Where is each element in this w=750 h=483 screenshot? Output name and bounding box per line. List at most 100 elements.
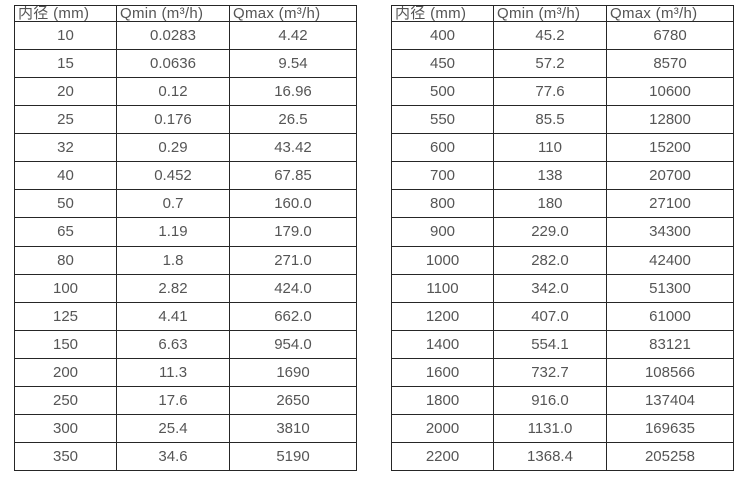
table-row: 200 11.3 1690 (14, 357, 357, 387)
cell: 1000 (391, 245, 494, 275)
table-row: 100 2.82 424.0 (14, 273, 357, 303)
table-row: 2200 1368.4 205258 (391, 441, 734, 472)
cell: 80 (14, 245, 117, 275)
cell: 300 (14, 413, 117, 443)
table-row: 300 25.4 3810 (14, 413, 357, 443)
table-row: 550 85.5 12800 (391, 105, 734, 135)
cell: 138 (493, 161, 607, 191)
column-header: Qmin (m³/h) (493, 5, 607, 22)
cell: 32 (14, 133, 117, 163)
cell: 85.5 (493, 105, 607, 135)
cell: 1400 (391, 329, 494, 359)
cell: 916.0 (493, 385, 607, 415)
cell: 42400 (606, 245, 734, 275)
cell: 2.82 (116, 273, 230, 303)
table-row: 40 0.452 67.85 (14, 161, 357, 191)
cell: 34300 (606, 217, 734, 247)
header-row: 内径 (mm) Qmin (m³/h) Qmax (m³/h) (14, 5, 357, 22)
cell: 108566 (606, 357, 734, 387)
cell: 15200 (606, 133, 734, 163)
cell: 0.0636 (116, 49, 230, 79)
cell: 1200 (391, 301, 494, 331)
cell: 0.7 (116, 189, 230, 219)
cell: 554.1 (493, 329, 607, 359)
cell: 500 (391, 77, 494, 107)
cell: 12800 (606, 105, 734, 135)
cell: 205258 (606, 441, 734, 472)
table-row: 20 0.12 16.96 (14, 77, 357, 107)
cell: 50 (14, 189, 117, 219)
cell: 34.6 (116, 441, 230, 472)
cell: 45.2 (493, 20, 607, 51)
cell: 800 (391, 189, 494, 219)
cell: 0.12 (116, 77, 230, 107)
cell: 11.3 (116, 357, 230, 387)
cell: 100 (14, 273, 117, 303)
table-row: 1400 554.1 83121 (391, 329, 734, 359)
table-row: 150 6.63 954.0 (14, 329, 357, 359)
cell: 350 (14, 441, 117, 472)
cell: 342.0 (493, 273, 607, 303)
cell: 25.4 (116, 413, 230, 443)
cell: 77.6 (493, 77, 607, 107)
table-row: 500 77.6 10600 (391, 77, 734, 107)
cell: 450 (391, 49, 494, 79)
cell: 2000 (391, 413, 494, 443)
cell: 271.0 (229, 245, 357, 275)
table-row: 450 57.2 8570 (391, 49, 734, 79)
table-row: 125 4.41 662.0 (14, 301, 357, 331)
cell: 150 (14, 329, 117, 359)
table-row: 700 138 20700 (391, 161, 734, 191)
cell: 200 (14, 357, 117, 387)
cell: 900 (391, 217, 494, 247)
column-header: Qmax (m³/h) (229, 5, 357, 22)
cell: 1600 (391, 357, 494, 387)
cell: 282.0 (493, 245, 607, 275)
cell: 17.6 (116, 385, 230, 415)
cell: 2200 (391, 441, 494, 472)
table-row: 1200 407.0 61000 (391, 301, 734, 331)
cell: 0.0283 (116, 20, 230, 51)
cell: 5190 (229, 441, 357, 472)
cell: 20 (14, 77, 117, 107)
cell: 40 (14, 161, 117, 191)
cell: 954.0 (229, 329, 357, 359)
cell: 662.0 (229, 301, 357, 331)
table-row: 65 1.19 179.0 (14, 217, 357, 247)
cell: 67.85 (229, 161, 357, 191)
cell: 65 (14, 217, 117, 247)
cell: 137404 (606, 385, 734, 415)
table-row: 50 0.7 160.0 (14, 189, 357, 219)
cell: 20700 (606, 161, 734, 191)
cell: 229.0 (493, 217, 607, 247)
header-row: 内径 (mm) Qmin (m³/h) Qmax (m³/h) (391, 5, 734, 22)
cell: 26.5 (229, 105, 357, 135)
cell: 550 (391, 105, 494, 135)
cell: 0.452 (116, 161, 230, 191)
flow-spec-table-large-diameters: 内径 (mm) Qmin (m³/h) Qmax (m³/h) 400 45.2 678… (391, 5, 734, 472)
cell: 27100 (606, 189, 734, 219)
cell: 179.0 (229, 217, 357, 247)
cell: 0.176 (116, 105, 230, 135)
cell: 15 (14, 49, 117, 79)
table-row: 25 0.176 26.5 (14, 105, 357, 135)
column-header: 内径 (mm) (391, 5, 494, 22)
cell: 61000 (606, 301, 734, 331)
column-header: Qmax (m³/h) (606, 5, 734, 22)
cell: 424.0 (229, 273, 357, 303)
cell: 250 (14, 385, 117, 415)
table-row: 15 0.0636 9.54 (14, 49, 357, 79)
table-row: 1600 732.7 108566 (391, 357, 734, 387)
cell: 1.19 (116, 217, 230, 247)
cell: 125 (14, 301, 117, 331)
table-row: 32 0.29 43.42 (14, 133, 357, 163)
cell: 2650 (229, 385, 357, 415)
flow-spec-table-small-diameters: 内径 (mm) Qmin (m³/h) Qmax (m³/h) 10 0.0283 4.… (14, 5, 357, 472)
cell: 700 (391, 161, 494, 191)
table-row: 1800 916.0 137404 (391, 385, 734, 415)
cell: 600 (391, 133, 494, 163)
table-body: 400 45.2 6780 450 57.2 8570 500 77.6 10600 550 85.… (391, 20, 734, 472)
table-row: 80 1.8 271.0 (14, 245, 357, 275)
cell: 1368.4 (493, 441, 607, 472)
